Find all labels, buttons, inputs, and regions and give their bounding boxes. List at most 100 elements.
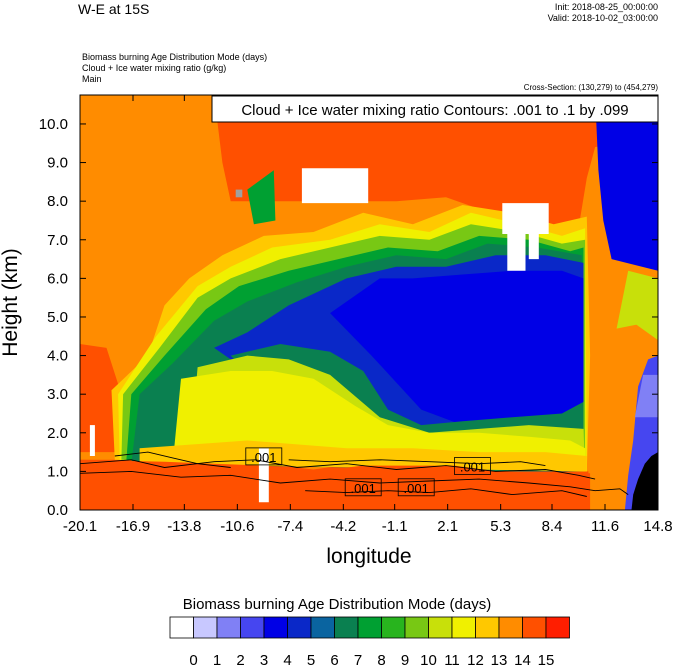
colorbar-swatch-6 <box>310 616 335 639</box>
colorbar-title: Biomass burning Age Distribution Mode (d… <box>182 596 492 613</box>
colorbar-swatch-10 <box>404 616 429 639</box>
contour-label-box-1 <box>344 478 382 497</box>
colorbar-label-11: 11 <box>444 652 460 667</box>
y-tick-label-4: 4.0 <box>47 348 68 365</box>
colorbar-label-7: 7 <box>354 652 362 667</box>
colorbar-label-14: 14 <box>514 652 531 667</box>
chart-title: W-E at 15S <box>78 1 150 17</box>
colorbar-label-4: 4 <box>283 652 291 667</box>
colorbar-swatch-1 <box>193 616 218 639</box>
y-tick-label-7: 7.0 <box>47 232 68 249</box>
contour-line-1 <box>80 459 596 480</box>
colorbar-swatch-9 <box>381 616 406 639</box>
contour-info-box: Cloud + Ice water mixing ratio Contours:… <box>211 95 659 123</box>
contour-label-box-2 <box>397 478 435 497</box>
colorbar-swatch-3 <box>240 616 265 639</box>
colorbar-swatch-14 <box>498 616 523 639</box>
variable-line-3: Main <box>82 74 102 84</box>
y-tick-label-6: 6.0 <box>47 270 68 287</box>
contour-line-3 <box>114 451 231 468</box>
cloud-patch-3 <box>507 232 526 271</box>
contour-label-box-0 <box>245 447 283 466</box>
colorbar-label-0: 0 <box>189 652 197 667</box>
y-tick-label-0: 0.0 <box>47 502 68 519</box>
x-tick-label-6: -1.1 <box>382 518 408 535</box>
x-tick-label-2: -13.8 <box>167 518 201 535</box>
field-right-purple <box>634 374 658 418</box>
contour-label-0: .001 <box>251 450 276 465</box>
age-distribution-field <box>80 95 658 510</box>
x-tick-label-3: -10.6 <box>220 518 254 535</box>
contour-line-2 <box>80 470 629 495</box>
field-surface-red <box>80 459 591 510</box>
field-right-green <box>616 270 658 341</box>
variable-line-1: Biomass burning Age Distribution Mode (d… <box>82 52 268 62</box>
x-tick-label-9: 8.4 <box>542 518 563 535</box>
contour-line-4 <box>288 459 546 467</box>
field-green-patch <box>247 170 276 225</box>
colorbar-swatch-0 <box>169 616 194 639</box>
y-tick-label-3: 3.0 <box>47 386 68 403</box>
valid-time: Valid: 2018-10-02_03:00:00 <box>547 13 658 23</box>
cloud-patch-4 <box>528 232 539 260</box>
colorbar-swatch-15 <box>522 616 547 639</box>
contour-line-5 <box>305 488 587 497</box>
colorbar-swatch-5 <box>287 616 312 639</box>
cloud-patch-5 <box>89 425 95 456</box>
plot-frame <box>79 94 659 511</box>
x-tick-label-7: 2.1 <box>437 518 458 535</box>
colorbar-swatch-2 <box>216 616 241 639</box>
colorbar-label-10: 10 <box>420 652 437 667</box>
colorbar-label-5: 5 <box>307 652 315 667</box>
colorbar-label-12: 12 <box>467 652 484 667</box>
colorbar-swatch-16 <box>545 616 570 639</box>
cloud-patch-2 <box>502 203 549 234</box>
colorbar: 0 1 2 3 4 5 6 7 8 9 10 11 12 13 14 15 <box>169 616 570 667</box>
contour-info-text: Cloud + Ice water mixing ratio Contours:… <box>241 102 628 119</box>
y-tick-label-1: 1.0 <box>47 463 68 480</box>
x-tick-label-1: -16.9 <box>116 518 150 535</box>
colorbar-label-8: 8 <box>377 652 385 667</box>
colorbar-label-9: 9 <box>401 652 409 667</box>
cloud-water-contours: .001 .001 .001 .001 <box>80 447 629 497</box>
y-tick-label-8: 8.0 <box>47 193 68 210</box>
y-tick-label-2: 2.0 <box>47 425 68 442</box>
x-tick-label-8: 5.3 <box>490 518 511 535</box>
colorbar-label-3: 3 <box>260 652 268 667</box>
x-tick-label-4: -7.4 <box>277 518 303 535</box>
y-axis-label: Height (km) <box>0 248 22 357</box>
x-tick-label-10: 11.6 <box>591 518 619 535</box>
y-tick-label-5: 5.0 <box>47 309 68 326</box>
colorbar-label-2: 2 <box>236 652 244 667</box>
variable-line-2: Cloud + Ice water mixing ratio (g/kg) <box>82 63 227 73</box>
grey-speck <box>235 189 243 198</box>
y-tick-label-9: 9.0 <box>47 155 68 172</box>
contour-label-1: .001 <box>351 481 376 496</box>
field-level-4-right <box>595 95 658 271</box>
colorbar-swatch-13 <box>475 616 500 639</box>
contour-label-2: .001 <box>404 481 429 496</box>
colorbar-swatch-7 <box>334 616 359 639</box>
cross-section-label: Cross-Section: (130,279) to (454,279) <box>523 83 658 92</box>
contour-label-3: .001 <box>460 460 485 475</box>
colorbar-swatch-4 <box>263 616 288 639</box>
colorbar-label-1: 1 <box>213 652 221 667</box>
x-tick-label-11: 14.8 <box>643 518 672 535</box>
colorbar-label-13: 13 <box>491 652 508 667</box>
y-tick-label-10: 10.0 <box>39 116 68 133</box>
x-axis-label: longitude <box>326 545 411 568</box>
colorbar-label-6: 6 <box>330 652 338 667</box>
field-level-4-core <box>330 270 584 433</box>
colorbar-swatch-12 <box>451 616 476 639</box>
colorbar-label-15: 15 <box>538 652 555 667</box>
terrain <box>631 452 658 510</box>
contour-label-box-3 <box>454 457 491 475</box>
x-tick-label-0: -20.1 <box>63 518 97 535</box>
init-time: Init: 2018-08-25_00:00:00 <box>554 2 658 12</box>
axes: -20.1 -16.9 -13.8 -10.6 -7.4 -4.2 -1.1 2.1 5.3 8.… <box>0 95 673 568</box>
colorbar-swatch-11 <box>428 616 453 639</box>
colorbar-swatch-8 <box>357 616 382 639</box>
x-tick-label-5: -4.2 <box>330 518 356 535</box>
cloud-patch-1 <box>301 168 369 204</box>
